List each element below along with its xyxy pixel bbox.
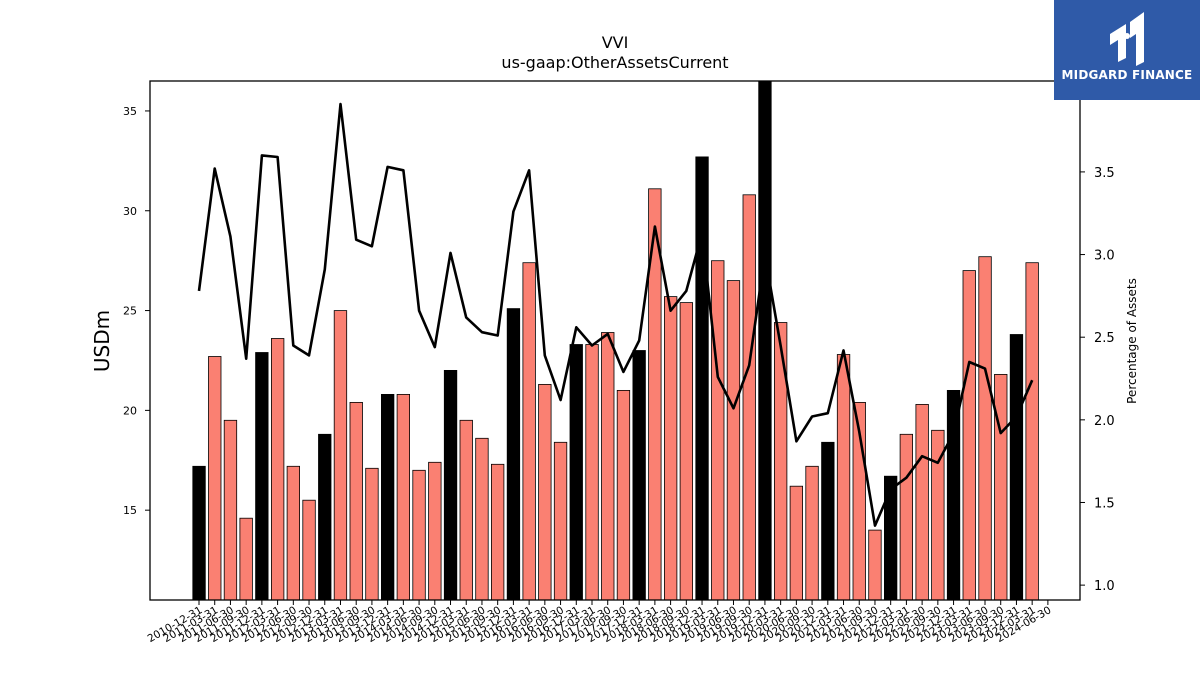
bar xyxy=(286,465,301,601)
chart-title: VVI xyxy=(602,33,629,52)
bar xyxy=(1009,334,1024,601)
chart-subtitle: us-gaap:OtherAssetsCurrent xyxy=(501,53,728,72)
bar xyxy=(412,469,426,601)
bar xyxy=(632,350,646,601)
bar xyxy=(223,419,238,601)
percentage-of-assets-line xyxy=(197,102,1034,527)
y-axis-right: 1.0 1.5 2.0 2.5 3.0 3.5 xyxy=(1080,166,1115,594)
midgard-finance-logo: MIDGARD FINANCE xyxy=(1054,0,1200,100)
bar xyxy=(884,475,898,601)
bar xyxy=(318,433,332,601)
bar xyxy=(302,499,316,601)
bar xyxy=(962,270,976,601)
bar xyxy=(711,260,725,601)
bar xyxy=(978,256,992,601)
plot-frame xyxy=(149,80,1081,601)
bar xyxy=(428,461,442,601)
bar xyxy=(664,296,678,601)
bar xyxy=(396,393,411,601)
bar xyxy=(459,419,473,601)
y-tick-label: 20 xyxy=(123,404,137,417)
y-tick-label: 25 xyxy=(123,305,137,318)
bar xyxy=(522,262,536,601)
logo-text: MIDGARD FINANCE xyxy=(1061,68,1193,82)
bar xyxy=(758,80,772,601)
bar xyxy=(553,441,568,601)
bar xyxy=(774,322,788,601)
x-axis: 2010-12-312011-03-312011-06-302011-09-30… xyxy=(146,600,1053,645)
bar xyxy=(821,441,835,601)
y2-tick-label: 2.5 xyxy=(1094,331,1115,346)
bar xyxy=(742,194,756,601)
y2-axis-label: Percentage of Assets xyxy=(1125,278,1139,404)
bar xyxy=(805,465,819,601)
y2-tick-label: 2.0 xyxy=(1094,414,1115,429)
bar xyxy=(506,308,521,601)
y-tick-label: 35 xyxy=(123,105,137,118)
bar xyxy=(380,393,395,601)
bar xyxy=(679,302,693,601)
bar xyxy=(1025,262,1039,601)
bar xyxy=(255,352,269,601)
bar xyxy=(994,373,1008,601)
y-axis-label: USDm xyxy=(90,310,114,372)
bar xyxy=(836,354,851,601)
y-tick-label: 15 xyxy=(123,504,137,517)
logo-mark-icon xyxy=(1110,12,1144,66)
bar xyxy=(899,433,913,601)
bar xyxy=(585,344,599,601)
bar xyxy=(915,403,929,601)
y-tick-label: 30 xyxy=(123,205,137,218)
bar xyxy=(601,332,615,601)
bar xyxy=(868,529,882,601)
bar xyxy=(569,344,583,601)
bar xyxy=(443,369,458,601)
bar xyxy=(475,437,489,601)
bar xyxy=(192,465,206,601)
bar xyxy=(270,338,285,601)
bar xyxy=(208,356,222,601)
bar xyxy=(695,156,709,601)
bar xyxy=(616,389,631,601)
bar xyxy=(333,310,348,601)
y2-tick-label: 1.5 xyxy=(1094,496,1115,511)
y2-tick-label: 3.0 xyxy=(1094,249,1115,264)
bar xyxy=(490,463,505,601)
bar xyxy=(789,485,803,601)
bar xyxy=(946,389,961,601)
bar-series xyxy=(192,80,1039,601)
bar xyxy=(538,383,552,601)
bar xyxy=(726,280,741,601)
y2-tick-label: 1.0 xyxy=(1094,579,1115,594)
y2-tick-label: 3.5 xyxy=(1094,166,1115,181)
bar xyxy=(239,517,253,601)
y-axis-left: 15 20 25 30 35 xyxy=(123,105,150,517)
bar xyxy=(349,401,363,601)
bar xyxy=(365,467,379,601)
